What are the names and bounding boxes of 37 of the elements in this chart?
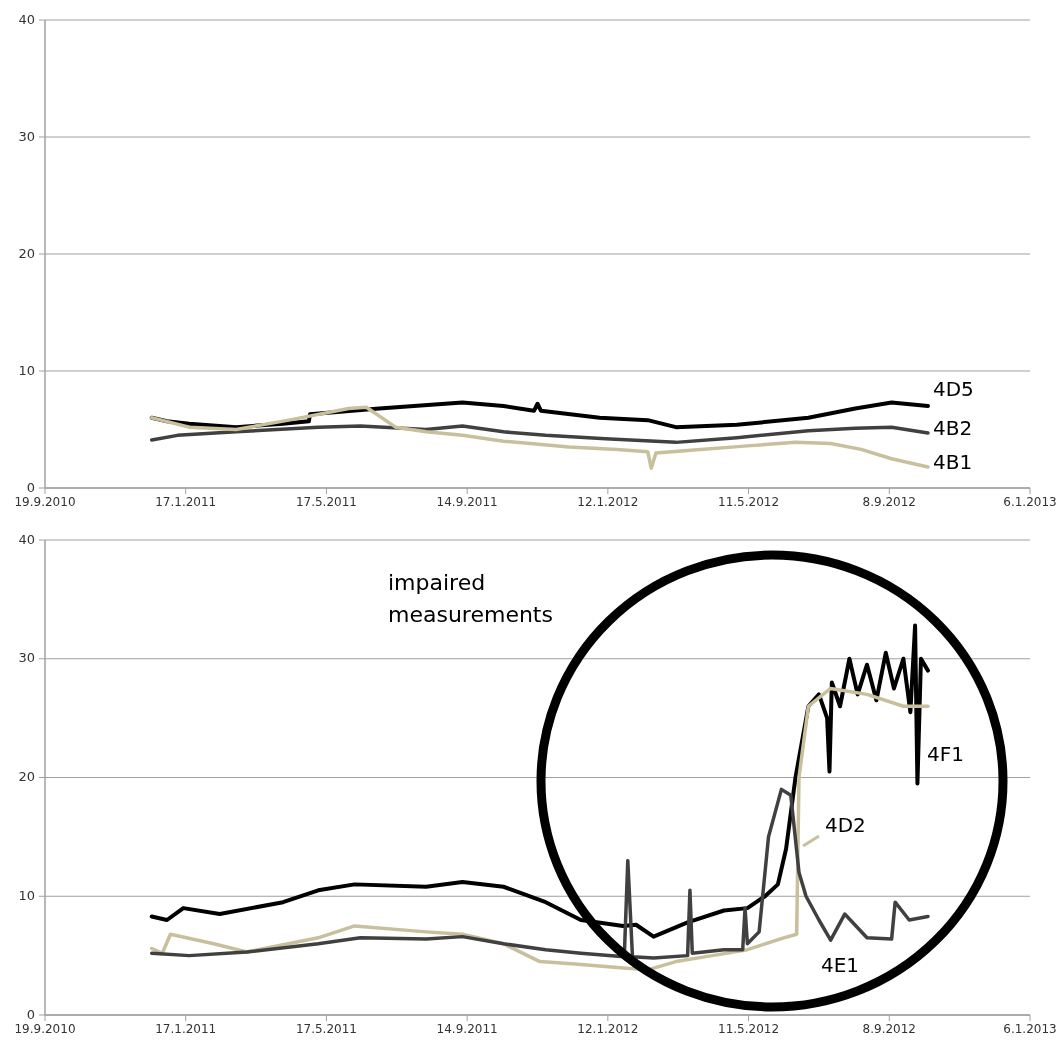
x-tick-label: 17.5.2011 [295, 1022, 357, 1036]
x-tick-label: 14.9.2011 [436, 1022, 498, 1036]
series-label: 4B2 [932, 415, 973, 440]
y-tick-label: 40 [18, 11, 35, 27]
x-tick-label: 6.1.2013 [1003, 495, 1057, 509]
y-tick-label: 20 [18, 769, 35, 784]
x-tick-label: 17.1.2011 [155, 1022, 217, 1036]
x-tick-label: 19.9.2010 [14, 1022, 76, 1036]
x-tick-label: 19.9.2010 [14, 495, 76, 509]
series-label: 4E1 [820, 952, 860, 977]
x-tick-label: 8.9.2012 [862, 1022, 916, 1036]
y-tick-label: 0 [26, 1006, 35, 1022]
x-tick-label: 11.5.2012 [718, 1022, 780, 1036]
x-tick-label: 12.1.2012 [577, 495, 639, 509]
series-label: 4D5 [932, 376, 974, 401]
series-label: 4B1 [932, 450, 973, 475]
y-tick-label: 10 [18, 887, 35, 903]
y-tick-label: 30 [18, 650, 35, 666]
x-tick-label: 8.9.2012 [862, 495, 916, 509]
x-tick-label: 17.1.2011 [155, 495, 217, 509]
series-label: 4D2 [824, 812, 866, 837]
x-tick-label: 14.9.2011 [436, 495, 498, 509]
y-tick-label: 10 [18, 362, 35, 378]
x-tick-label: 6.1.2013 [1003, 1022, 1057, 1036]
line-series [149, 787, 930, 960]
annotation: impaired measurements [388, 570, 553, 627]
line-series [149, 623, 930, 939]
x-tick-label: 11.5.2012 [718, 495, 780, 509]
x-tick-label: 12.1.2012 [577, 1022, 639, 1036]
y-tick-label: 0 [26, 479, 35, 495]
line-series [149, 424, 930, 445]
y-tick-label: 40 [18, 531, 35, 547]
x-tick-label: 17.5.2011 [295, 495, 357, 509]
y-tick-label: 20 [18, 245, 35, 261]
y-tick-label: 30 [18, 128, 35, 144]
series-label: 4F1 [926, 742, 964, 767]
line-series [149, 405, 930, 470]
